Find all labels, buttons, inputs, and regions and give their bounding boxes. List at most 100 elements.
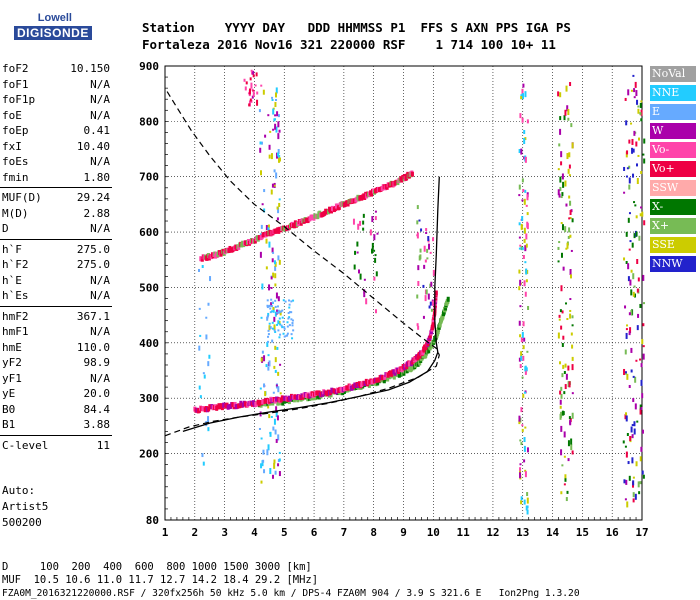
param-value: 110.0 <box>76 340 110 354</box>
noise-mark <box>432 237 435 242</box>
param-name: MUF(D) <box>2 191 42 204</box>
noise-mark <box>519 244 522 247</box>
noise-mark <box>523 238 526 243</box>
noise-mark <box>624 305 627 309</box>
param-row: M(D) 2.88 <box>2 207 110 222</box>
noise-mark <box>524 189 527 193</box>
noise-mark <box>420 228 423 232</box>
noise-mark <box>275 438 278 443</box>
noise-mark <box>559 309 562 313</box>
param-value: N/A <box>90 108 110 122</box>
noise-mark <box>278 320 281 324</box>
noise-mark <box>271 96 274 99</box>
trace-mark-o <box>288 396 292 402</box>
param-value: N/A <box>90 289 110 302</box>
noise-mark <box>639 112 642 116</box>
noise-mark <box>519 334 522 338</box>
noise-mark <box>563 370 566 374</box>
noise-mark <box>277 320 280 325</box>
noise-mark <box>271 339 274 343</box>
noise-mark <box>630 426 633 433</box>
noise-mark <box>273 169 276 173</box>
noise-mark <box>199 334 202 337</box>
noise-mark <box>523 280 526 287</box>
noise-mark <box>272 307 275 313</box>
noise-mark <box>635 90 638 97</box>
trace-mark-o <box>434 290 438 296</box>
noise-mark <box>637 105 640 108</box>
noise-mark <box>280 310 283 313</box>
noise-mark <box>276 311 279 314</box>
noise-mark <box>570 438 573 445</box>
noise-mark <box>523 198 526 205</box>
y-tick-label: 300 <box>139 392 159 405</box>
x-tick-label: 9 <box>400 526 407 539</box>
noise-mark <box>571 412 574 419</box>
noise-mark <box>570 123 573 128</box>
param-name: foF1p <box>2 93 36 106</box>
noise-mark <box>564 474 567 479</box>
noise-mark <box>274 265 277 271</box>
trace-mark-x <box>399 371 403 377</box>
chart-grid <box>164 65 643 521</box>
legend-item: Vo+ <box>650 161 696 177</box>
param-name: hmE <box>2 340 22 354</box>
noise-mark <box>632 74 635 77</box>
noise-mark <box>567 440 570 447</box>
noise-mark <box>526 509 529 515</box>
noise-mark <box>634 493 637 500</box>
noise-mark <box>571 324 574 327</box>
noise-mark <box>559 92 562 98</box>
trace-mark-o-upper <box>385 184 389 190</box>
noise-mark <box>567 365 570 371</box>
noise-mark <box>640 446 643 452</box>
param-row: hmF1 N/A <box>2 325 110 340</box>
noise-mark <box>249 98 252 102</box>
param-value: N/A <box>90 155 110 168</box>
noise-mark <box>630 269 633 273</box>
noise-mark <box>628 177 631 184</box>
noise-mark <box>520 246 523 251</box>
noise-mark <box>270 305 273 308</box>
noise-mark <box>281 326 284 329</box>
noise-mark <box>209 276 212 282</box>
noise-mark <box>258 427 261 430</box>
trace-mark-x <box>281 400 285 406</box>
noise-mark <box>639 102 642 108</box>
trace-mark-x <box>386 376 390 382</box>
noise-mark <box>267 224 270 229</box>
x-tick-label: 10 <box>427 526 440 539</box>
noise-mark <box>523 227 526 234</box>
noise-mark <box>276 323 279 326</box>
noise-mark <box>267 335 270 338</box>
param-name: B0 <box>2 402 16 416</box>
legend-item: NNW <box>650 256 696 272</box>
param-value: 11 <box>96 438 110 452</box>
noise-mark <box>519 463 522 466</box>
noise-mark <box>274 114 277 117</box>
noise-mark <box>416 232 419 239</box>
param-name: h`Es <box>2 289 29 302</box>
param-value: 1.80 <box>83 170 111 184</box>
y-tick-label: 700 <box>139 171 159 184</box>
x-tick-label: 13 <box>516 526 529 539</box>
noise-mark <box>568 174 571 177</box>
noise-mark <box>519 439 522 442</box>
noise-mark <box>201 453 204 458</box>
noise-mark <box>423 245 426 252</box>
param-value: 3.88 <box>83 418 111 431</box>
noise-mark <box>526 269 529 274</box>
param-value: 10.40 <box>76 139 110 153</box>
noise-mark <box>373 249 376 252</box>
param-value: 2.88 <box>83 206 111 220</box>
param-value: N/A <box>90 222 110 235</box>
noise-mark <box>626 150 629 155</box>
noise-mark <box>422 315 425 319</box>
x-tick-label: 11 <box>457 526 471 539</box>
noise-mark <box>279 363 282 366</box>
noise-mark <box>290 300 293 303</box>
noise-mark <box>524 156 527 163</box>
noise-mark <box>641 429 644 434</box>
noise-mark <box>640 206 643 209</box>
noise-mark <box>563 483 566 486</box>
